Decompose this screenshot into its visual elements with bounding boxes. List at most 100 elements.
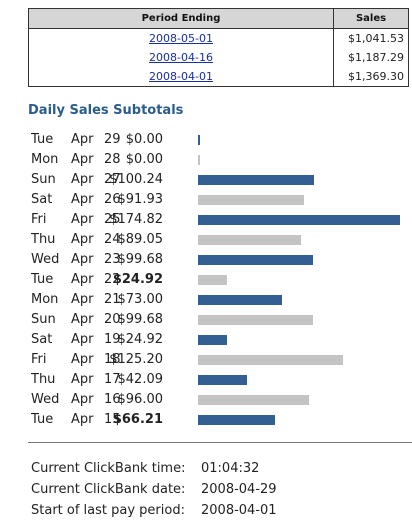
day-label: Tue — [31, 132, 54, 147]
daily-sales-row: Wed Apr 23 $99.68 — [0, 250, 412, 270]
period-sales-value: $1,369.30 — [333, 67, 409, 87]
daily-sales-row: Thu Apr 17 $42.09 — [0, 370, 412, 390]
period-sales-value: $1,187.29 — [333, 48, 409, 67]
month-label: Apr — [71, 252, 94, 267]
period-table-row: 2008-04-01 $1,369.30 — [28, 67, 409, 87]
date-label: 28 — [104, 152, 121, 167]
amount-value: $24.92 — [112, 272, 163, 287]
amount-value: $89.05 — [117, 232, 164, 247]
day-label: Tue — [31, 412, 54, 427]
period-sales-value: $1,041.53 — [333, 28, 409, 48]
period-date-link[interactable]: 2008-04-16 — [149, 51, 213, 64]
month-label: Apr — [71, 172, 94, 187]
sales-bar — [198, 235, 301, 245]
date-label: 19 — [104, 332, 121, 347]
daily-sales-row: Sat Apr 19 $24.92 — [0, 330, 412, 350]
sales-bar — [198, 175, 314, 185]
sales-bar — [198, 195, 304, 205]
amount-value: $24.92 — [117, 332, 164, 347]
daily-sales-row: Mon Apr 28 $0.00 — [0, 150, 412, 170]
pay-period-value: 2008-04-01 — [201, 503, 277, 518]
sales-bar — [198, 295, 282, 305]
date-label: 24 — [104, 232, 121, 247]
month-label: Apr — [71, 352, 94, 367]
daily-sales-row: Tue Apr 29 $0.00 — [0, 130, 412, 150]
divider — [28, 442, 412, 443]
day-label: Wed — [31, 252, 60, 267]
day-label: Thu — [31, 372, 56, 387]
month-label: Apr — [71, 372, 94, 387]
sales-bar — [198, 335, 227, 345]
sales-bar — [198, 395, 309, 405]
date-label: 22 — [104, 272, 121, 287]
month-label: Apr — [71, 332, 94, 347]
month-label: Apr — [71, 392, 94, 407]
amount-value: $0.00 — [125, 132, 163, 147]
month-label: Apr — [71, 192, 94, 207]
daily-sales-row: Fri Apr 18 $125.20 — [0, 350, 412, 370]
amount-value: $73.00 — [117, 292, 164, 307]
date-label: 20 — [104, 312, 121, 327]
sales-bar — [198, 215, 400, 225]
date-label: 15 — [104, 412, 121, 427]
day-label: Sun — [31, 172, 56, 187]
period-table-header-row: Period Ending Sales — [28, 8, 409, 29]
daily-sales-row: Mon Apr 21 $73.00 — [0, 290, 412, 310]
amount-value: $42.09 — [117, 372, 164, 387]
sales-header: Sales — [333, 8, 409, 29]
current-date-label: Current ClickBank date: — [31, 482, 186, 497]
daily-sales-list: Tue Apr 29 $0.00 Mon Apr 28 $0.00 Sun Apr 27 $100.2… — [0, 130, 412, 430]
current-date-value: 2008-04-29 — [201, 482, 277, 497]
daily-sales-row: Thu Apr 24 $89.05 — [0, 230, 412, 250]
month-label: Apr — [71, 412, 94, 427]
month-label: Apr — [71, 152, 94, 167]
sales-bar — [198, 255, 313, 265]
period-ending-table: Period Ending Sales 2008-05-01 $1,041.53… — [28, 8, 409, 87]
day-label: Fri — [31, 212, 47, 227]
period-table-row: 2008-04-16 $1,187.29 — [28, 48, 409, 67]
period-ending-header: Period Ending — [28, 8, 334, 29]
day-label: Fri — [31, 352, 47, 367]
day-label: Thu — [31, 232, 56, 247]
date-label: 25 — [104, 212, 121, 227]
amount-value: $99.68 — [117, 312, 164, 327]
month-label: Apr — [71, 132, 94, 147]
sales-bar — [198, 375, 247, 385]
sales-bar — [198, 135, 200, 145]
day-label: Wed — [31, 392, 60, 407]
month-label: Apr — [71, 312, 94, 327]
date-label: 17 — [104, 372, 121, 387]
sales-bar — [198, 415, 275, 425]
amount-value: $0.00 — [125, 152, 163, 167]
daily-sales-row: Tue Apr 22 $24.92 — [0, 270, 412, 290]
daily-sales-row: Sun Apr 20 $99.68 — [0, 310, 412, 330]
month-label: Apr — [71, 272, 94, 287]
daily-sales-row: Sun Apr 27 $100.24 — [0, 170, 412, 190]
day-label: Tue — [31, 272, 54, 287]
daily-sales-title: Daily Sales Subtotals — [28, 103, 184, 118]
amount-value: $125.20 — [109, 352, 163, 367]
sales-bar — [198, 315, 313, 325]
day-label: Sat — [31, 192, 53, 207]
period-date-link[interactable]: 2008-05-01 — [149, 32, 213, 45]
current-time-value: 01:04:32 — [201, 461, 260, 476]
date-label: 23 — [104, 252, 121, 267]
amount-value: $66.21 — [112, 412, 163, 427]
daily-sales-row: Wed Apr 16 $96.00 — [0, 390, 412, 410]
sales-bar — [198, 355, 343, 365]
day-label: Sun — [31, 312, 56, 327]
day-label: Mon — [31, 292, 59, 307]
amount-value: $91.93 — [117, 192, 164, 207]
day-label: Sat — [31, 332, 53, 347]
period-table-row: 2008-05-01 $1,041.53 — [28, 28, 409, 48]
pay-period-label: Start of last pay period: — [31, 503, 185, 518]
date-label: 29 — [104, 132, 121, 147]
amount-value: $99.68 — [117, 252, 164, 267]
sales-bar — [198, 275, 227, 285]
month-label: Apr — [71, 292, 94, 307]
date-label: 21 — [104, 292, 121, 307]
amount-value: $96.00 — [117, 392, 164, 407]
period-date-link[interactable]: 2008-04-01 — [149, 70, 213, 83]
amount-value: $100.24 — [109, 172, 163, 187]
date-label: 18 — [104, 352, 121, 367]
